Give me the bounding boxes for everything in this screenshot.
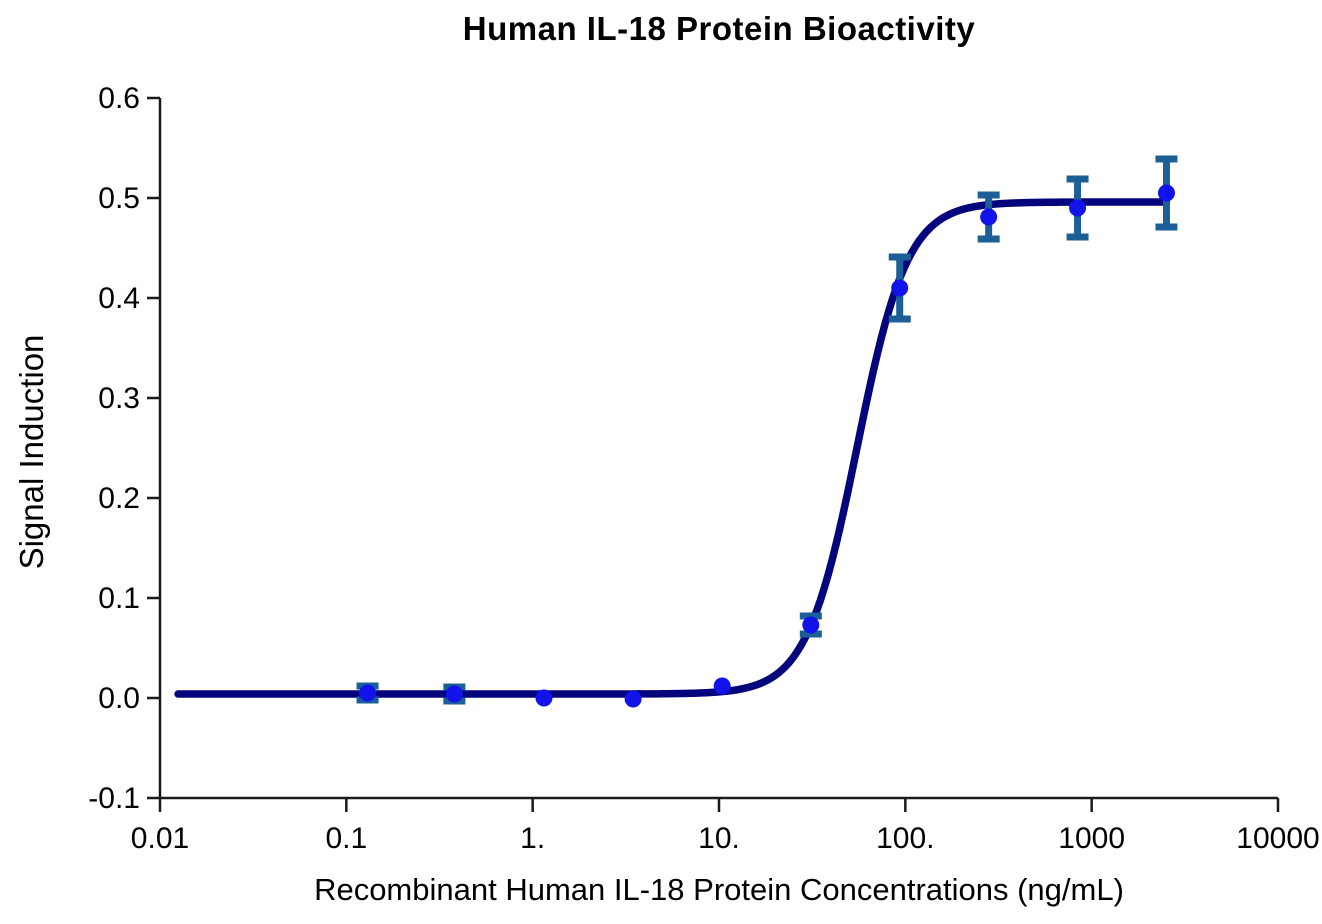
y-tick-label: 0.1 — [98, 582, 140, 615]
y-tick-label: 0.5 — [98, 182, 140, 215]
fit-curve — [174, 198, 1171, 698]
y-tick-label: 0.4 — [98, 282, 140, 315]
x-tick-label: 1000 — [1058, 822, 1125, 855]
data-point — [445, 685, 463, 703]
data-point — [713, 677, 731, 695]
data-point — [891, 279, 909, 297]
y-tick-label: -0.1 — [88, 782, 140, 815]
data-point — [980, 208, 998, 226]
data-point — [1069, 199, 1087, 217]
chart-title: Human IL-18 Protein Bioactivity — [462, 10, 976, 47]
y-tick-label: 0.0 — [98, 682, 140, 715]
y-axis-label: Signal Induction — [13, 334, 50, 570]
data-point — [359, 684, 377, 702]
x-axis-label: Recombinant Human IL-18 Protein Concentr… — [314, 872, 1124, 907]
data-point — [624, 690, 642, 708]
x-tick-label: 0.1 — [325, 822, 367, 855]
x-tick-label: 1. — [520, 822, 545, 855]
data-point — [802, 616, 820, 634]
x-tick-label: 0.01 — [131, 822, 189, 855]
data-point — [535, 689, 553, 707]
y-tick-label: 0.2 — [98, 482, 140, 515]
x-tick-label: 100. — [876, 822, 934, 855]
y-tick-label: 0.6 — [98, 82, 140, 115]
x-tick-label: 10. — [698, 822, 740, 855]
y-tick-label: 0.3 — [98, 382, 140, 415]
x-tick-label: 10000 — [1236, 822, 1319, 855]
data-point — [1157, 184, 1175, 202]
